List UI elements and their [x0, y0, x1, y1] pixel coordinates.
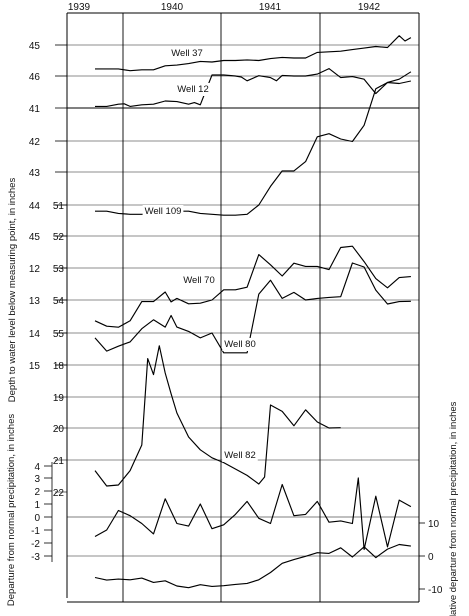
well-label: Well 12: [177, 84, 209, 95]
y-tick-label: 41: [29, 104, 41, 115]
well-label: Well 80: [224, 339, 256, 350]
well-label: Well 37: [171, 48, 203, 59]
precip-tick-label: 3: [34, 474, 40, 485]
y-tick-label: 53: [53, 264, 65, 275]
series-line: [94, 245, 411, 328]
precip-tick-label: 2: [34, 487, 40, 498]
y-tick-label: 42: [29, 137, 41, 148]
precip-tick-label: 4: [34, 462, 40, 473]
well-label: Well 82: [224, 450, 256, 461]
cumulative-axis-title: Cumulative departure from normal precipi…: [448, 401, 459, 616]
y-tick-label: 43: [29, 168, 41, 179]
x-tick-label: 1941: [259, 2, 282, 13]
cumulative-tick-label: 0: [428, 552, 434, 563]
precip-tick-label: -2: [31, 539, 40, 550]
series-line: [95, 35, 412, 72]
well-label-background: [175, 83, 211, 96]
y-tick-label: 46: [29, 72, 41, 83]
cumulative-tick-label: 10: [428, 519, 440, 530]
series-line: [94, 345, 341, 487]
precip-tick-label: -1: [31, 526, 40, 537]
well-label-background: [181, 274, 217, 287]
left-axis-title: Depth to water level below measuring poi…: [7, 178, 18, 403]
well-label-background: [222, 449, 258, 462]
y-tick-label: 52: [53, 232, 65, 243]
frame-layer: [66, 12, 420, 603]
label-layer: 1939 1940 1941 1942454641424344451213141551…: [6, 2, 459, 616]
cumulative-tick-label: -10: [428, 585, 443, 596]
y-tick-label: 19: [53, 393, 65, 404]
x-tick-label: 1939: [68, 2, 91, 13]
well-label: Well 109: [145, 206, 182, 217]
y-tick-label: 45: [29, 41, 41, 52]
series-line: [95, 68, 412, 107]
y-tick-label: 15: [29, 361, 41, 372]
series-line: [95, 80, 412, 216]
precip-tick-label: -3: [31, 552, 40, 563]
y-tick-label: 14: [29, 329, 41, 340]
series-line: [94, 262, 411, 354]
y-tick-label: 54: [53, 296, 65, 307]
precip-axis-title: Departure from normal precipitation, in …: [6, 414, 17, 606]
y-tick-label: 18: [53, 361, 65, 372]
precip-tick-label: 1: [34, 500, 40, 511]
y-tick-label: 51: [53, 201, 65, 212]
grid-layer: [44, 13, 425, 602]
precip-tick-label: 0: [34, 513, 40, 524]
series-line: [94, 477, 412, 551]
y-tick-label: 20: [53, 424, 65, 435]
well-label-background: [169, 47, 205, 60]
y-tick-label: 13: [29, 296, 41, 307]
well-label-background: [142, 205, 184, 218]
y-tick-label: 55: [53, 329, 65, 340]
y-tick-label: 22: [53, 488, 65, 499]
y-tick-label: 12: [29, 264, 41, 275]
y-tick-label: 45: [29, 232, 41, 243]
x-tick-label: 1942: [358, 2, 381, 13]
line-layer: [94, 35, 412, 589]
series-line: [94, 543, 411, 589]
well-label: Well 70: [183, 275, 215, 286]
y-tick-label: 44: [29, 201, 41, 212]
y-tick-label: 21: [53, 456, 65, 467]
well-label-background: [222, 338, 258, 351]
x-tick-label: 1940: [161, 2, 184, 13]
